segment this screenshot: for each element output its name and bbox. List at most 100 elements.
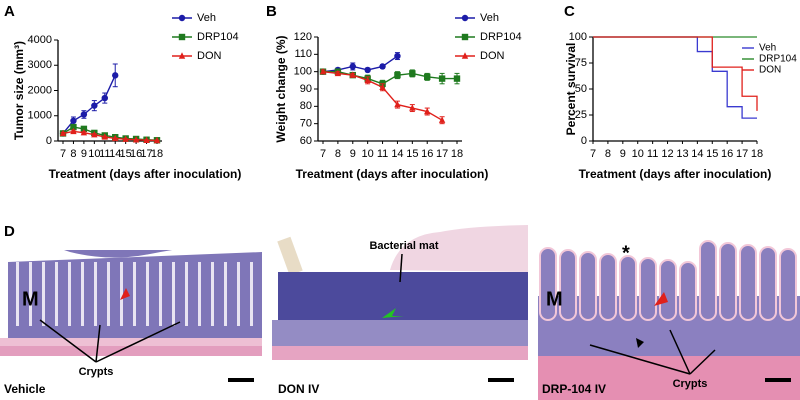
x-tick-label: 18 xyxy=(151,148,163,160)
marker xyxy=(409,104,416,111)
crypt-lumen xyxy=(55,262,58,326)
tissue-label: Crypts xyxy=(79,366,114,378)
x-tick-label: 14 xyxy=(391,148,403,160)
crypt-lumen xyxy=(29,262,32,326)
x-tick-label: 14 xyxy=(109,148,121,160)
pointer xyxy=(589,344,691,375)
x-tick-label: 9 xyxy=(620,148,626,160)
crypt-lumen xyxy=(133,262,136,326)
crypt-lumen xyxy=(81,262,84,326)
villus xyxy=(579,251,597,321)
pointer xyxy=(399,253,403,283)
villus xyxy=(539,247,557,321)
muscle xyxy=(272,346,528,360)
x-tick-label: 16 xyxy=(421,148,433,160)
villus xyxy=(659,259,677,321)
marker xyxy=(379,83,386,90)
series-line xyxy=(323,70,457,85)
x-tick-label: 11 xyxy=(647,148,658,160)
crypt-lumen xyxy=(68,262,71,326)
y-tick-label: 100 xyxy=(294,66,312,78)
villus xyxy=(719,242,737,321)
x-tick-label: 10 xyxy=(88,148,100,160)
marker xyxy=(112,72,119,79)
crypt-lumen xyxy=(16,262,19,326)
marker xyxy=(59,129,67,137)
villus xyxy=(619,255,637,321)
y-tick-label: 90 xyxy=(300,83,312,95)
legend-label: DRP104 xyxy=(759,54,797,65)
panel-label: D xyxy=(4,223,15,240)
x-tick-label: 18 xyxy=(451,148,463,160)
marker xyxy=(319,67,327,75)
marker xyxy=(132,136,140,143)
series-line xyxy=(322,55,398,73)
tissue-label: Crypts xyxy=(673,378,708,390)
x-tick-label: 7 xyxy=(320,148,326,160)
x-tick-label: 10 xyxy=(632,148,644,160)
marker xyxy=(364,66,371,74)
x-tick-label: 14 xyxy=(691,148,703,160)
villus xyxy=(639,257,657,321)
marker xyxy=(394,52,401,60)
tissue-label: M xyxy=(546,288,563,310)
marker xyxy=(122,135,129,142)
legend-marker xyxy=(178,52,186,59)
marker xyxy=(143,136,150,143)
x-tick-label: 10 xyxy=(362,148,374,160)
y-tick-label: 25 xyxy=(575,109,587,121)
villus xyxy=(779,248,797,321)
bacterial-mat xyxy=(278,272,528,320)
marker xyxy=(334,69,342,77)
crypt-lumen xyxy=(94,262,97,326)
x-tick-label: 17 xyxy=(140,148,152,160)
y-axis-title: Tumor size (mm³) xyxy=(12,41,26,140)
green-arrow xyxy=(382,308,404,318)
x-tick-label: 11 xyxy=(99,148,110,160)
marker xyxy=(379,63,386,70)
y-tick-label: 2000 xyxy=(28,84,52,96)
y-axis-title: Weight change (%) xyxy=(274,35,288,142)
y-tick-label: 50 xyxy=(575,83,587,95)
marker xyxy=(80,128,88,136)
x-tick-label: 8 xyxy=(605,148,611,160)
mucosa xyxy=(272,320,528,346)
marker xyxy=(453,75,461,82)
x-tick-label: 9 xyxy=(81,148,87,160)
artifact xyxy=(277,236,303,276)
muscle xyxy=(538,356,800,400)
crypt-lumen xyxy=(120,262,123,326)
villus xyxy=(559,249,577,321)
x-axis-title: Treatment (days after inoculation) xyxy=(296,167,489,181)
y-tick-label: 120 xyxy=(294,31,312,43)
submucosa xyxy=(0,338,262,346)
debris xyxy=(390,225,528,272)
pointer xyxy=(689,349,716,375)
crypt-lumen xyxy=(198,262,201,326)
crypt-lumen xyxy=(237,262,240,326)
red-arrow xyxy=(120,288,130,300)
crypt-lumen xyxy=(211,262,214,326)
legend-label: DRP104 xyxy=(197,31,239,43)
marker xyxy=(424,107,431,115)
panel-label: A xyxy=(4,3,15,20)
villus xyxy=(599,253,617,321)
caption: DRP-104 IV xyxy=(542,382,606,396)
crypt-lumen xyxy=(224,262,227,326)
y-tick-label: 110 xyxy=(294,48,312,60)
x-tick-label: 13 xyxy=(676,148,688,160)
villus xyxy=(679,261,697,321)
legend-label: Veh xyxy=(197,12,216,24)
marker xyxy=(438,75,446,82)
marker xyxy=(409,70,416,77)
scale-bar xyxy=(228,378,254,382)
x-tick-label: 17 xyxy=(736,148,748,160)
crypt-lumen xyxy=(185,262,188,326)
x-tick-label: 16 xyxy=(721,148,733,160)
legend-label: DON xyxy=(759,65,781,76)
crypt-lumen xyxy=(42,262,45,326)
crypt-lumen xyxy=(159,262,162,326)
marker xyxy=(349,71,356,78)
